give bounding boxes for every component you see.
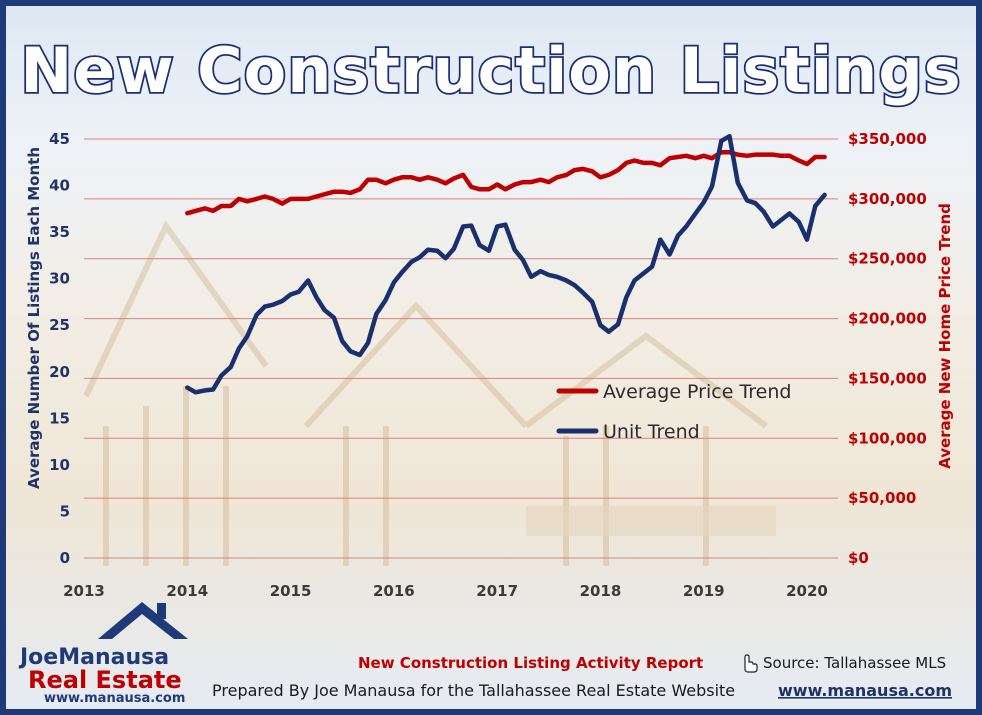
y-right-tick-label: $0 <box>848 549 869 567</box>
y-right-tick-label: $50,000 <box>848 489 916 507</box>
website-link[interactable]: www.manausa.com <box>778 681 952 700</box>
legend-price-label: Average Price Trend <box>603 381 791 403</box>
legend-unit-label: Unit Trend <box>603 421 700 443</box>
x-tick-label: 2020 <box>786 582 828 600</box>
report-title: New Construction Listing Activity Report <box>358 654 703 672</box>
right-axis-ticks: $0 $50,000 $100,000 $150,000 $200,000 $250,00… <box>848 130 927 567</box>
left-axis-ticks: 0 5 10 15 20 25 30 35 40 45 <box>49 130 70 567</box>
y-left-tick-label: 35 <box>49 223 70 241</box>
y-left-tick-label: 0 <box>60 549 70 567</box>
x-axis-ticks: 2013 2014 2015 2016 2017 2018 2019 2020 <box>63 582 828 600</box>
x-tick-label: 2016 <box>373 582 415 600</box>
logo-subtitle: Real Estate <box>28 666 182 694</box>
y-right-tick-label: $300,000 <box>848 190 927 208</box>
joe-manausa-logo: JoeManausa Real Estate www.manausa.com <box>18 602 188 706</box>
prepared-by: Prepared By Joe Manausa for the Tallahas… <box>212 681 735 700</box>
y-left-tick-label: 25 <box>49 316 70 334</box>
y-left-tick-label: 15 <box>49 409 70 427</box>
y-left-tick-label: 5 <box>60 502 70 520</box>
logo-url: www.manausa.com <box>44 691 185 706</box>
y-left-tick-label: 10 <box>49 456 70 474</box>
x-tick-label: 2013 <box>63 582 105 600</box>
y-right-tick-label: $100,000 <box>848 429 927 447</box>
logo-name: JoeManausa <box>18 645 169 670</box>
y-right-tick-label: $250,000 <box>848 250 927 268</box>
x-tick-label: 2019 <box>683 582 725 600</box>
price-trend-line <box>185 149 827 216</box>
unit-trend-line <box>185 133 827 395</box>
gridlines <box>84 138 838 559</box>
house-chimney-icon <box>157 603 166 619</box>
data-source: Source: Tallahassee MLS <box>763 654 946 672</box>
x-tick-label: 2018 <box>580 582 622 600</box>
chart-title: New Construction Listings <box>20 34 961 107</box>
series-lines <box>185 133 827 395</box>
chart-canvas: New Construction Listings 0 5 10 15 20 25 30 35… <box>18 32 962 706</box>
background-construction-image <box>83 220 776 566</box>
y-right-tick-label: $150,000 <box>848 369 927 387</box>
y-left-tick-label: 40 <box>49 177 70 195</box>
x-tick-label: 2017 <box>476 582 518 600</box>
y-left-axis-label: Average Number Of Listings Each Month <box>25 147 43 489</box>
house-roof-icon <box>98 602 188 639</box>
y-right-tick-label: $200,000 <box>848 310 927 328</box>
y-left-tick-label: 45 <box>49 130 70 148</box>
x-tick-label: 2015 <box>270 582 312 600</box>
hand-pointer-icon <box>744 654 758 673</box>
y-right-axis-label: Average New Home Price Trend <box>936 203 954 469</box>
x-tick-label: 2014 <box>166 582 208 600</box>
y-right-tick-label: $350,000 <box>848 130 927 148</box>
y-left-tick-label: 30 <box>49 270 70 288</box>
legend: Average Price Trend Unit Trend <box>556 381 791 443</box>
y-left-tick-label: 20 <box>49 363 70 381</box>
